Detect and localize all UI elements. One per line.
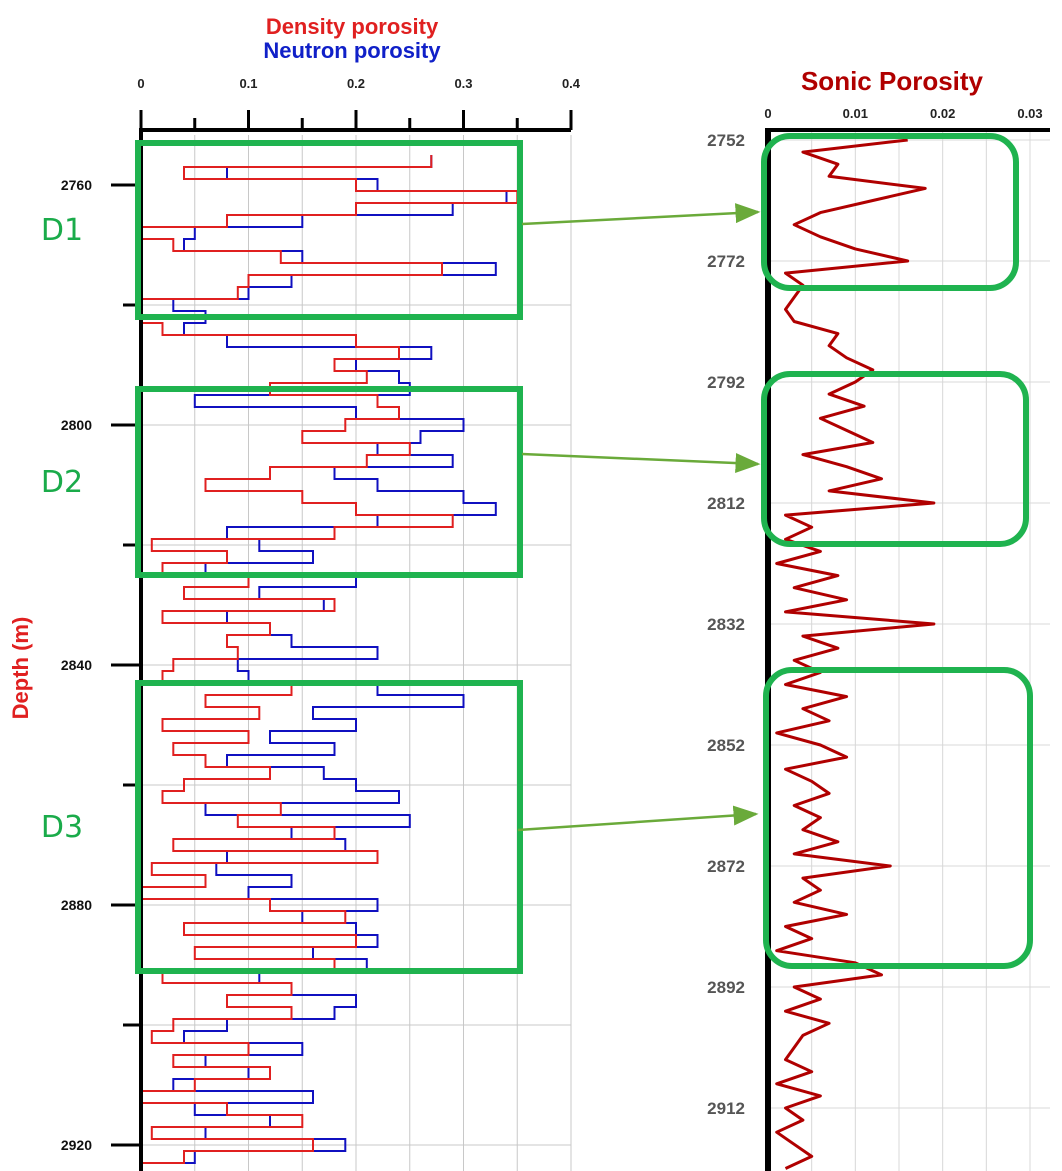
left-y-tick-label: 2840 xyxy=(61,657,92,673)
left-x-tick-label: 0.1 xyxy=(239,76,257,91)
left-y-tick-label: 2880 xyxy=(61,897,92,913)
zone-box-left-d2 xyxy=(135,386,523,578)
left-panel-gridlines xyxy=(141,135,572,1171)
left-x-tick-label: 0.3 xyxy=(454,76,472,91)
right-panel-x-ticks: 0 0.01 0.02 0.03 xyxy=(764,106,1042,121)
left-panel-x-ticks: 0 0.1 0.2 0.3 0.4 xyxy=(137,76,580,91)
left-x-tick-label: 0 xyxy=(137,76,144,91)
neutron-porosity-title: Neutron porosity xyxy=(263,38,441,63)
zone-box-right-3 xyxy=(763,667,1033,969)
left-panel-series xyxy=(140,155,519,1164)
right-panel-series xyxy=(775,138,936,1170)
right-x-tick-label: 0.02 xyxy=(930,106,955,121)
right-y-tick-label: 2872 xyxy=(707,857,745,876)
density-porosity-title: Density porosity xyxy=(266,14,439,39)
right-y-tick-label: 2912 xyxy=(707,1099,745,1118)
zone-overlays: D1 D2 D3 xyxy=(41,133,1033,974)
right-y-tick-label: 2852 xyxy=(707,736,745,755)
right-panel-y-ticks: 2752 2772 2792 2812 2832 2852 2872 2892 2912 xyxy=(707,131,745,1118)
zone-box-left-d1 xyxy=(135,140,523,320)
left-x-tick-label: 0.2 xyxy=(347,76,365,91)
left-panel-y-ticks: 2760 2800 2840 2880 2920 xyxy=(61,177,141,1153)
sonic-porosity-title: Sonic Porosity xyxy=(801,66,984,96)
zone-arrow xyxy=(517,805,759,832)
depth-axis-label: Depth (m) xyxy=(8,617,33,720)
right-y-tick-label: 2812 xyxy=(707,494,745,513)
right-y-tick-label: 2772 xyxy=(707,252,745,271)
right-x-tick-label: 0.03 xyxy=(1017,106,1042,121)
right-x-tick-label: 0.01 xyxy=(843,106,868,121)
right-y-tick-label: 2832 xyxy=(707,615,745,634)
zone-label: D1 xyxy=(41,213,83,248)
right-y-tick-label: 2752 xyxy=(707,131,745,150)
zone-arrow xyxy=(521,203,761,226)
left-x-tick-label: 0.4 xyxy=(562,76,581,91)
zone-label: D3 xyxy=(41,810,83,845)
density-porosity-line xyxy=(140,155,519,1164)
zone-label: D2 xyxy=(41,465,83,500)
zone-box-left-d3 xyxy=(135,680,523,974)
left-y-tick-label: 2920 xyxy=(61,1137,92,1153)
right-x-tick-label: 0 xyxy=(764,106,771,121)
zone-box-right-1 xyxy=(761,133,1019,291)
zone-box-right-2 xyxy=(761,371,1029,547)
zone-arrow xyxy=(521,452,761,474)
right-panel-axes xyxy=(765,128,1050,1171)
left-y-tick-label: 2800 xyxy=(61,417,92,433)
right-y-tick-label: 2792 xyxy=(707,373,745,392)
right-y-tick-label: 2892 xyxy=(707,978,745,997)
sonic-porosity-line xyxy=(775,138,936,1170)
left-y-tick-label: 2760 xyxy=(61,177,92,193)
